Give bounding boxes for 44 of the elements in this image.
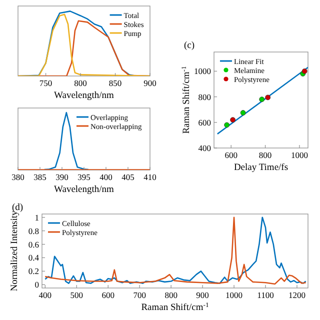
x-tick-label: 900 bbox=[196, 290, 209, 300]
x-tick-label: 410 bbox=[144, 172, 156, 182]
x-axis-title: Wavelength/nm bbox=[54, 185, 115, 195]
x-axis-title: Raman Shift/cm$^{-1}$ bbox=[141, 302, 209, 313]
y-tick-label: 0.8 bbox=[28, 226, 39, 236]
x-tick-label: 800 bbox=[258, 150, 272, 160]
point bbox=[230, 117, 236, 123]
x-tick-label: 700 bbox=[133, 290, 146, 300]
y-tick-label: 0.2 bbox=[28, 266, 39, 276]
text: (c) bbox=[184, 41, 195, 51]
x-tick-label: 385 bbox=[34, 172, 46, 182]
x-tick-label: 1000 bbox=[226, 290, 243, 300]
x-tick-label: 800 bbox=[164, 290, 178, 300]
y-axis-title: Normalized Intensity bbox=[10, 210, 20, 292]
x-tick-label: 850 bbox=[108, 78, 122, 88]
x-tick-label: 900 bbox=[144, 78, 156, 88]
x-tick-label: 800 bbox=[74, 78, 87, 88]
point bbox=[240, 110, 246, 116]
x-tick-label: 400 bbox=[100, 172, 112, 182]
x-axis-title: Wavelength/nm bbox=[54, 91, 115, 101]
x-tick-label: 1200 bbox=[288, 290, 306, 300]
y-tick-label: 0.6 bbox=[28, 239, 39, 250]
point bbox=[265, 94, 271, 100]
y-tick-label: 1000 bbox=[194, 66, 211, 76]
x-tick-label: 380 bbox=[12, 172, 24, 182]
x-axis-title: Delay Time/fs bbox=[234, 163, 288, 173]
x-tick-label: 405 bbox=[122, 172, 134, 182]
x-tick-label: 395 bbox=[78, 172, 90, 182]
y-tick-label: 800 bbox=[198, 92, 211, 102]
point bbox=[302, 68, 308, 74]
y-tick-label: 0 bbox=[34, 280, 39, 290]
x-tick-label: 500 bbox=[70, 290, 83, 300]
y-tick-label: 400 bbox=[198, 143, 211, 153]
point bbox=[224, 122, 230, 128]
x-tick-label: 750 bbox=[39, 78, 52, 88]
x-tick-label: 600 bbox=[224, 150, 238, 160]
x-tick-label: 1100 bbox=[257, 290, 274, 300]
x-tick-label: 600 bbox=[102, 290, 114, 300]
x-tick-label: 1000 bbox=[290, 150, 308, 160]
point bbox=[259, 96, 265, 102]
y-tick-label: 1 bbox=[34, 212, 39, 222]
y-tick-label: 600 bbox=[198, 117, 211, 128]
y-tick-label: 0.4 bbox=[28, 252, 40, 263]
x-tick-label: 390 bbox=[56, 172, 68, 182]
